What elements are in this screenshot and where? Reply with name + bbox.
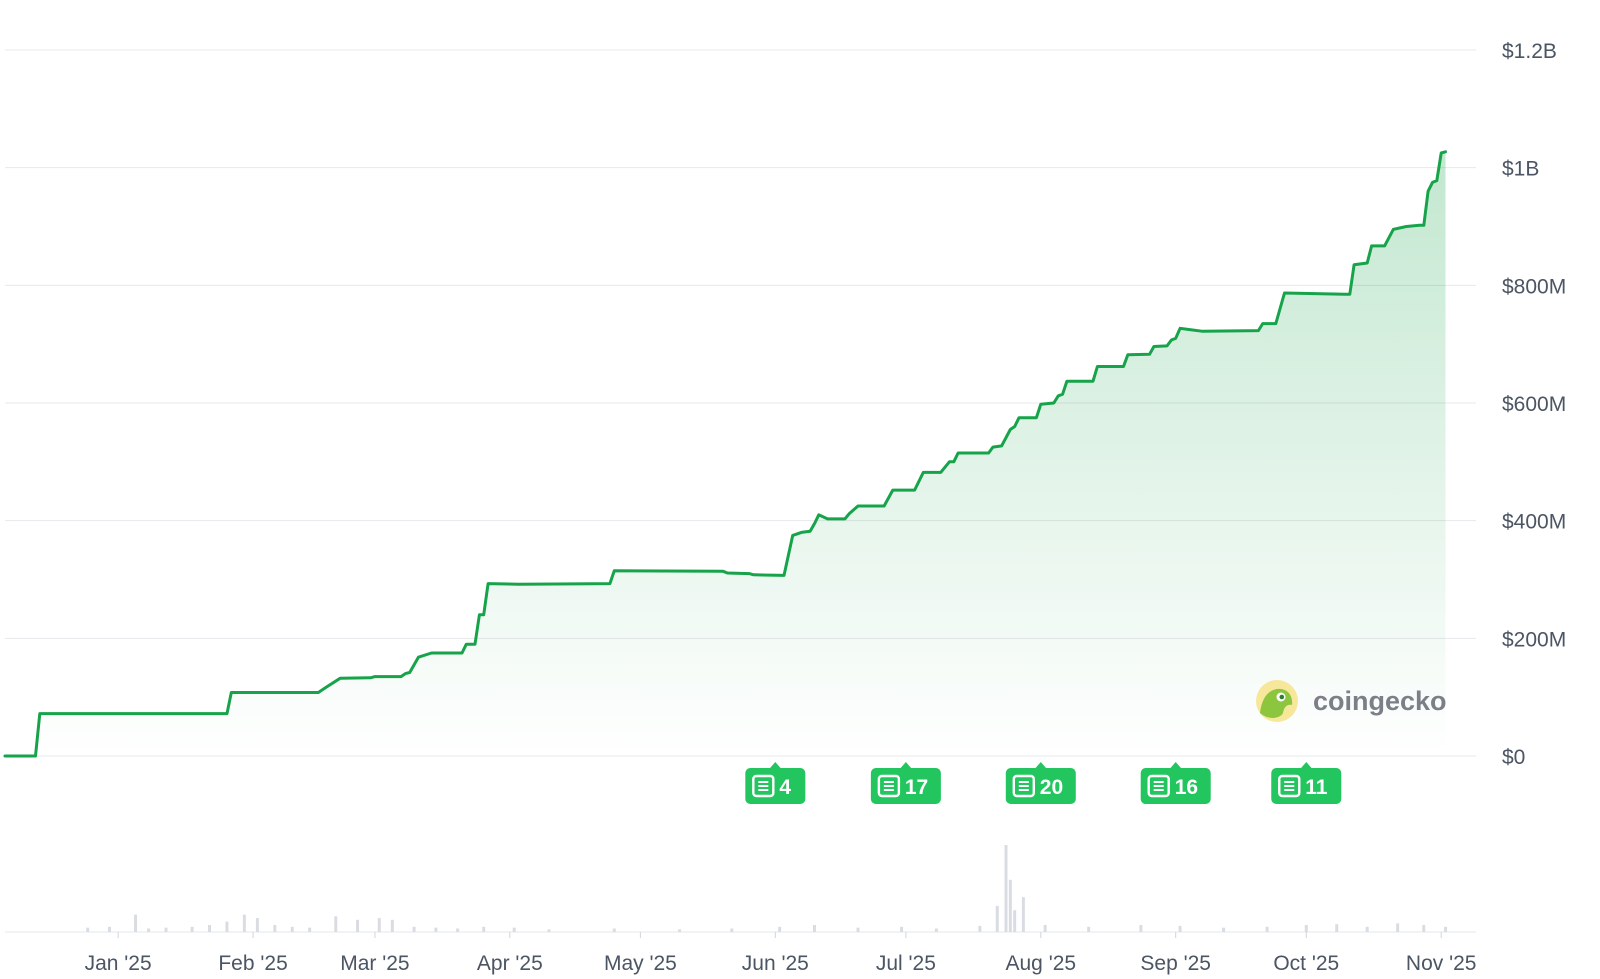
volume-bar (225, 921, 229, 932)
volume-bar (1444, 926, 1448, 932)
volume-bar (1043, 925, 1047, 932)
y-tick-label: $200M (1502, 628, 1566, 651)
x-tick-label: Mar '25 (340, 952, 409, 975)
gecko-icon (1256, 680, 1298, 722)
volume-bar (1265, 926, 1269, 932)
volume-bar (1178, 925, 1182, 932)
volume-bar (147, 928, 151, 932)
volume-bar (1222, 927, 1226, 932)
volume-bar (1013, 910, 1017, 932)
volume-bar (377, 918, 381, 932)
volume-bar (390, 919, 394, 932)
badge-count: 20 (1040, 776, 1063, 799)
news-icon (1012, 774, 1035, 798)
volume-bar (995, 905, 999, 932)
x-tick-label: Sep '25 (1140, 952, 1211, 975)
news-icon (877, 774, 901, 798)
volume-bar (1087, 926, 1091, 932)
volume-bar (1139, 925, 1143, 932)
news-badge[interactable]: 16 (1140, 762, 1211, 804)
area-fill (5, 151, 1446, 757)
volume-bar (512, 927, 516, 932)
area-path (5, 151, 1446, 757)
volume-bar (612, 928, 616, 932)
volume-bar (107, 926, 111, 932)
x-tick-label: Jul '25 (876, 952, 936, 975)
news-icon (1147, 774, 1170, 798)
x-tick-label: Apr '25 (477, 952, 543, 975)
volume-bar (1396, 923, 1400, 932)
badge-count: 16 (1175, 776, 1198, 799)
volume-bar (1422, 925, 1426, 932)
y-axis: $1.2B $1B $800M $600M $400M $200M $0 (1502, 40, 1566, 769)
news-badge[interactable]: 11 (1271, 762, 1342, 804)
volume-bar (412, 926, 416, 932)
x-tick-label: Feb '25 (218, 952, 287, 975)
y-tick-label: $400M (1502, 511, 1566, 534)
x-tick-label: Oct '25 (1273, 952, 1339, 975)
volume-bar (164, 927, 168, 932)
volume-bar (934, 928, 938, 932)
y-tick-label: $1B (1502, 158, 1539, 181)
news-annotations: 4 17 20 16 11 (745, 762, 1342, 804)
volume-bar (900, 926, 904, 932)
badge-count: 17 (905, 776, 928, 799)
x-tick-label: May '25 (604, 952, 677, 975)
volume-bar (730, 928, 734, 932)
volume-bar (812, 925, 816, 932)
series-line[interactable] (3, 150, 1447, 758)
volume-bar (356, 919, 360, 932)
volume-bar (134, 914, 138, 932)
volume-bar (1365, 926, 1369, 932)
volume-bar (856, 927, 860, 932)
volume-bar (273, 925, 277, 932)
volume-bar (255, 918, 259, 932)
volume-bar (456, 928, 460, 932)
brand-name: coingecko (1313, 686, 1447, 716)
volume-bar (778, 926, 782, 932)
x-tick-label: Jan '25 (85, 952, 152, 975)
y-tick-label: $800M (1502, 275, 1566, 298)
volume-bar (678, 929, 682, 932)
volume-bar (1021, 897, 1025, 932)
news-badge[interactable]: 4 (745, 762, 806, 804)
volume-bars (5, 845, 1476, 933)
badge-count: 11 (1305, 776, 1328, 799)
volume-bar (242, 914, 246, 932)
volume-bar (482, 926, 486, 932)
volume-bar (86, 927, 90, 932)
y-tick-label: $600M (1502, 393, 1566, 416)
volume-bar (978, 925, 982, 932)
y-tick-label: $1.2B (1502, 40, 1557, 63)
news-badge[interactable]: 20 (1005, 762, 1076, 804)
x-tick-label: Nov '25 (1406, 952, 1477, 975)
volume-bar (334, 916, 338, 932)
volume-bar (190, 926, 194, 932)
volume-bar (434, 927, 438, 932)
x-tick-label: Aug '25 (1006, 952, 1077, 975)
x-tick-label: Jun '25 (742, 952, 809, 975)
news-icon (752, 774, 775, 798)
volume-bar (308, 927, 312, 932)
volume-bar (1335, 924, 1339, 932)
volume-bar (208, 925, 212, 932)
y-tick-label: $0 (1502, 746, 1525, 769)
news-badge[interactable]: 17 (870, 762, 941, 804)
volume-bar (1008, 879, 1012, 932)
badge-count: 4 (779, 776, 791, 799)
x-axis: Jan '25 Feb '25 Mar '25 Apr '25 May '25 Jun '… (85, 932, 1477, 975)
news-icon (1278, 774, 1301, 798)
coingecko-logo: coingecko (1256, 680, 1447, 722)
volume-bar (547, 929, 551, 932)
volume-bar (290, 926, 294, 932)
volume-bar (1304, 925, 1308, 932)
volume-bar (1004, 845, 1008, 932)
series-line-path[interactable] (3, 150, 1447, 758)
